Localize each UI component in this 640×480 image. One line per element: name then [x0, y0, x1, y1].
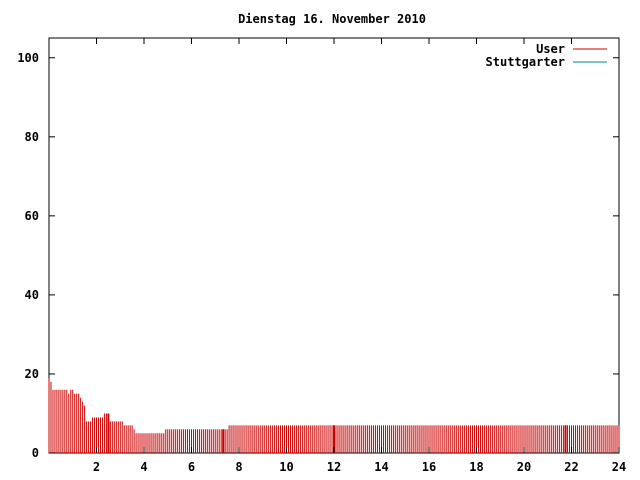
x-tick-label: 18	[469, 460, 483, 474]
x-tick-label: 14	[374, 460, 388, 474]
x-tick-label: 20	[517, 460, 531, 474]
x-tick-label: 22	[564, 460, 578, 474]
x-tick-label: 8	[235, 460, 242, 474]
x-tick-label: 24	[612, 460, 626, 474]
legend-label: Stuttgarter	[486, 55, 565, 69]
x-tick-label: 16	[422, 460, 436, 474]
y-tick-label: 60	[25, 209, 39, 223]
y-tick-label: 100	[17, 51, 39, 65]
y-tick-label: 40	[25, 288, 39, 302]
x-tick-label: 10	[279, 460, 293, 474]
chart-title: Dienstag 16. November 2010	[238, 12, 426, 26]
y-tick-label: 20	[25, 367, 39, 381]
y-tick-label: 80	[25, 130, 39, 144]
plot-frame	[48, 37, 620, 454]
x-tick-label: 12	[327, 460, 341, 474]
x-tick-label: 2	[93, 460, 100, 474]
y-tick-label: 0	[32, 446, 39, 460]
bar-group	[48, 377, 620, 453]
x-tick-label: 6	[188, 460, 195, 474]
x-tick-label: 4	[140, 460, 147, 474]
legend-label: User	[536, 42, 565, 56]
